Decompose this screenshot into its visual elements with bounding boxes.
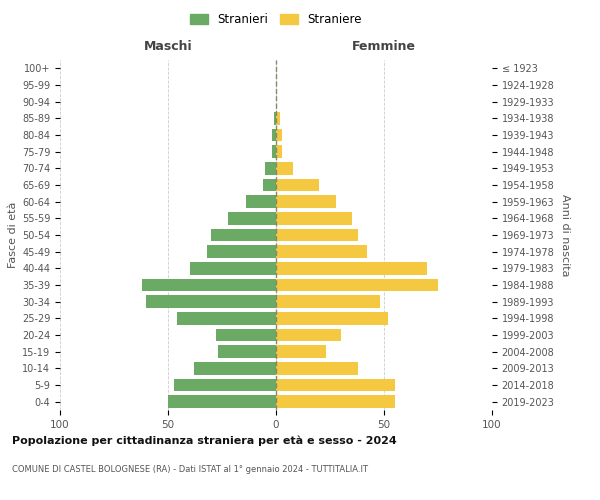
Bar (274, 112, 276, 124)
Bar (276, 212, 352, 224)
Bar (175, 379, 276, 391)
Text: Femmine: Femmine (352, 40, 416, 54)
Bar (229, 212, 276, 224)
Bar (276, 262, 427, 274)
Bar (276, 396, 395, 408)
Y-axis label: Anni di nascita: Anni di nascita (560, 194, 570, 276)
Bar (263, 179, 276, 192)
Y-axis label: Fasce di età: Fasce di età (8, 202, 18, 268)
Bar (276, 362, 358, 374)
Bar (276, 129, 283, 141)
Bar (276, 162, 293, 174)
Bar (194, 362, 276, 374)
Bar (168, 396, 276, 408)
Bar (142, 279, 276, 291)
Bar (276, 229, 358, 241)
Bar (276, 179, 319, 192)
Bar (190, 262, 276, 274)
Legend: Stranieri, Straniere: Stranieri, Straniere (190, 13, 362, 26)
Bar (272, 146, 276, 158)
Bar (276, 112, 280, 124)
Bar (215, 329, 276, 341)
Bar (276, 379, 395, 391)
Bar (211, 229, 276, 241)
Text: Popolazione per cittadinanza straniera per età e sesso - 2024: Popolazione per cittadinanza straniera p… (12, 435, 397, 446)
Bar (218, 346, 276, 358)
Bar (265, 162, 276, 174)
Bar (272, 129, 276, 141)
Bar (276, 296, 380, 308)
Bar (276, 146, 283, 158)
Bar (276, 329, 341, 341)
Bar (276, 196, 337, 208)
Text: COMUNE DI CASTEL BOLOGNESE (RA) - Dati ISTAT al 1° gennaio 2024 - TUTTITALIA.IT: COMUNE DI CASTEL BOLOGNESE (RA) - Dati I… (12, 465, 368, 474)
Bar (176, 312, 276, 324)
Bar (246, 196, 276, 208)
Bar (276, 246, 367, 258)
Bar (146, 296, 276, 308)
Bar (207, 246, 276, 258)
Bar (276, 279, 438, 291)
Bar (276, 346, 326, 358)
Text: Maschi: Maschi (143, 40, 193, 54)
Bar (276, 312, 388, 324)
